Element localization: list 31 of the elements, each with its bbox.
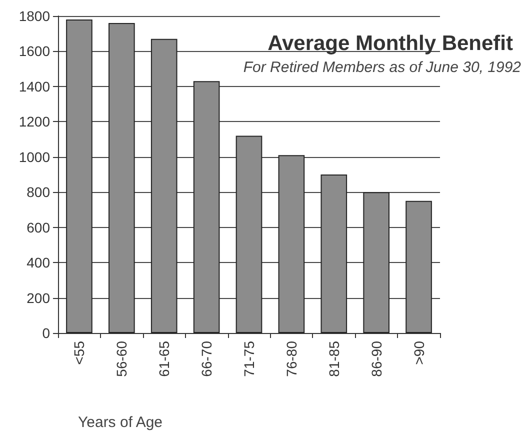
bar	[278, 155, 305, 333]
x-tick-label: 81-85	[326, 340, 342, 377]
x-tick-label: 61-65	[156, 340, 172, 377]
y-tick-label: 1000	[18, 148, 50, 165]
y-tick-label: 200	[26, 290, 50, 306]
text: For Retired Members as of June 30, 1992	[243, 59, 522, 76]
bar	[236, 136, 262, 333]
x-tick-label: >90	[410, 340, 427, 365]
y-tick-label: 1600	[18, 43, 50, 60]
x-tick-label: 66-70	[198, 340, 215, 377]
y-tick-label: 400	[26, 254, 50, 271]
bar	[193, 81, 220, 333]
y-tick-label: 0	[42, 325, 50, 341]
text: Average Monthly Benefit	[268, 32, 514, 55]
y-tick-label: 600	[26, 219, 50, 236]
bar	[406, 200, 432, 333]
x-tick-label: <55	[71, 340, 88, 365]
y-tick-label: 1800	[18, 8, 50, 24]
bar	[363, 192, 390, 333]
x-tick-label: 71-75	[241, 340, 257, 377]
x-tick-label: 86-90	[368, 340, 384, 377]
bar	[150, 38, 178, 333]
bar	[320, 174, 348, 333]
bar	[108, 23, 135, 333]
y-tick-label: 1400	[18, 78, 50, 94]
x-tick-label: 76-80	[283, 340, 300, 377]
x-tick-label: 56-60	[114, 340, 130, 377]
bar	[66, 20, 92, 333]
x-axis-title: Years of Age	[78, 414, 163, 431]
y-tick-label: 800	[26, 184, 50, 200]
y-tick-label: 1200	[18, 114, 50, 130]
